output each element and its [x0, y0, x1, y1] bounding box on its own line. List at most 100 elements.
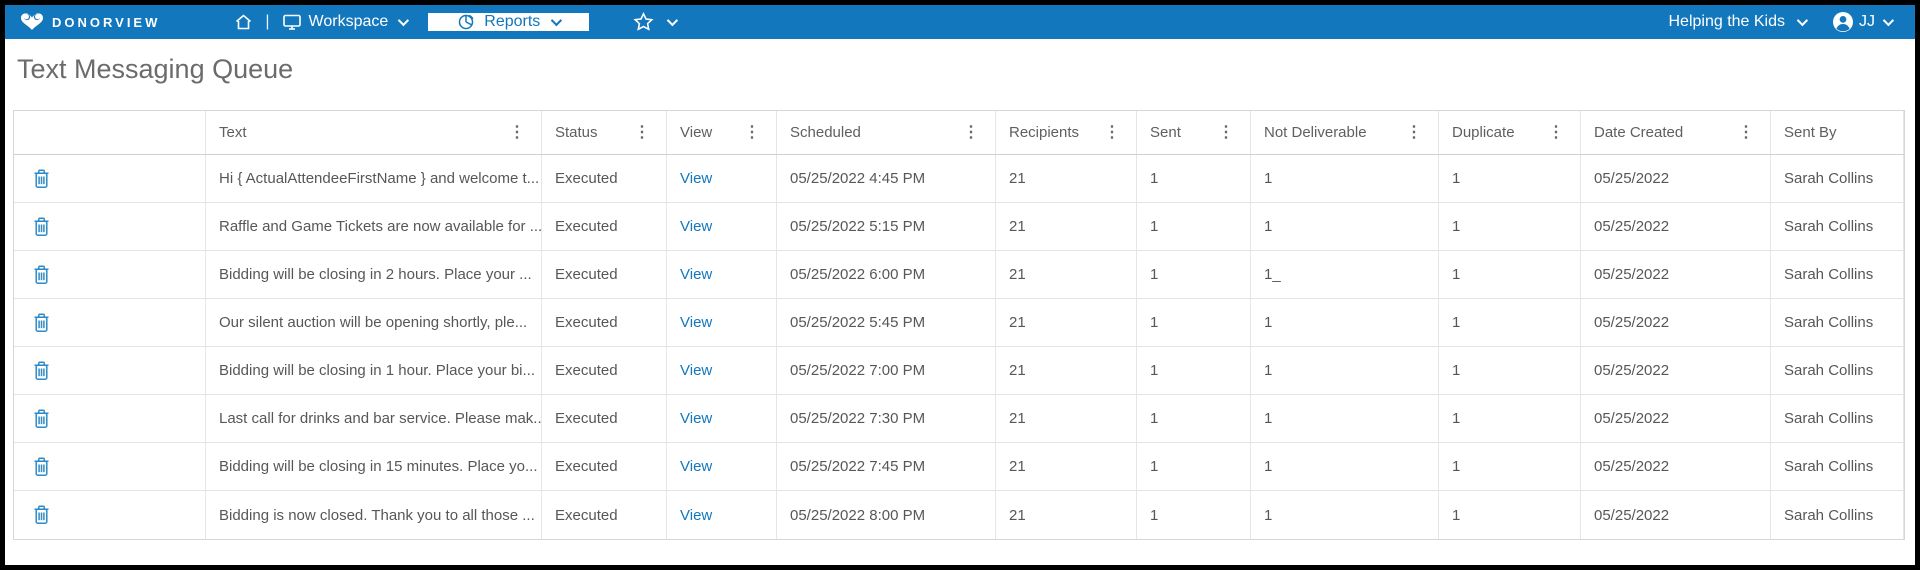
column-label: Recipients	[1009, 124, 1080, 141]
view-cell: View	[667, 443, 777, 490]
header-cell-sent-by[interactable]: Sent By	[1771, 111, 1904, 154]
view-cell: View	[667, 347, 777, 394]
table-row: Bidding will be closing in 1 hour. Place…	[14, 347, 1904, 395]
sent-cell: 1	[1137, 155, 1251, 202]
text-messaging-queue-table: Text ⋮ Status ⋮ View ⋮ Scheduled ⋮ Recip…	[13, 110, 1905, 540]
delete-row-button[interactable]	[33, 505, 50, 525]
delete-row-button[interactable]	[33, 217, 50, 237]
header-cell-scheduled[interactable]: Scheduled ⋮	[777, 111, 996, 154]
column-menu-icon[interactable]: ⋮	[1104, 123, 1120, 141]
chevron-down-icon	[398, 14, 410, 27]
header-cell-date-created[interactable]: Date Created ⋮	[1581, 111, 1771, 154]
header-cell-sent[interactable]: Sent ⋮	[1137, 111, 1251, 154]
star-icon[interactable]	[633, 12, 654, 32]
column-menu-icon[interactable]: ⋮	[963, 123, 979, 141]
view-link[interactable]: View	[680, 218, 713, 235]
status-cell: Executed	[542, 443, 667, 490]
column-menu-icon[interactable]: ⋮	[744, 123, 760, 141]
delete-row-button[interactable]	[33, 313, 50, 333]
header-cell-not-deliverable[interactable]: Not Deliverable ⋮	[1251, 111, 1439, 154]
organization-menu[interactable]: Helping the Kids	[1668, 13, 1809, 31]
status-cell: Executed	[542, 155, 667, 202]
workspace-menu[interactable]: Workspace	[282, 13, 410, 31]
donorview-brand[interactable]: DONORVIEW	[5, 12, 178, 32]
status-cell: Executed	[542, 395, 667, 442]
row-actions-cell	[14, 155, 206, 202]
sent-cell: 1	[1137, 443, 1251, 490]
view-link[interactable]: View	[680, 410, 713, 427]
header-cell-actions	[14, 111, 206, 154]
scheduled-cell: 05/25/2022 7:45 PM	[777, 443, 996, 490]
text-cell: Hi { ActualAttendeeFirstName } and welco…	[206, 155, 542, 202]
status-cell: Executed	[542, 203, 667, 250]
status-cell: Executed	[542, 251, 667, 298]
row-actions-cell	[14, 491, 206, 539]
organization-label: Helping the Kids	[1668, 13, 1785, 30]
row-actions-cell	[14, 251, 206, 298]
header-cell-text[interactable]: Text ⋮	[206, 111, 542, 154]
user-menu[interactable]: JJ	[1832, 11, 1895, 33]
delete-row-button[interactable]	[33, 409, 50, 429]
view-link[interactable]: View	[680, 458, 713, 475]
scheduled-cell: 05/25/2022 7:00 PM	[777, 347, 996, 394]
table-row: Bidding is now closed. Thank you to all …	[14, 491, 1904, 539]
row-actions-cell	[14, 443, 206, 490]
date-created-cell: 05/25/2022	[1581, 443, 1771, 490]
text-cell: Bidding will be closing in 1 hour. Place…	[206, 347, 542, 394]
delete-row-button[interactable]	[33, 169, 50, 189]
date-created-cell: 05/25/2022	[1581, 299, 1771, 346]
workspace-label: Workspace	[308, 13, 389, 30]
home-icon[interactable]	[234, 13, 253, 31]
view-link[interactable]: View	[680, 266, 713, 283]
header-cell-status[interactable]: Status ⋮	[542, 111, 667, 154]
view-cell: View	[667, 251, 777, 298]
chevron-down-icon[interactable]	[667, 14, 679, 27]
table-row: Last call for drinks and bar service. Pl…	[14, 395, 1904, 443]
column-label: Status	[555, 124, 598, 141]
duplicate-cell: 1	[1439, 491, 1581, 539]
column-menu-icon[interactable]: ⋮	[1218, 123, 1234, 141]
column-label: Duplicate	[1452, 124, 1515, 141]
view-link[interactable]: View	[680, 314, 713, 331]
scheduled-cell: 05/25/2022 4:45 PM	[777, 155, 996, 202]
user-initials: JJ	[1859, 13, 1875, 30]
delete-row-button[interactable]	[33, 265, 50, 285]
donorview-logo-icon	[19, 12, 45, 32]
tab-reports[interactable]: Reports	[428, 13, 590, 31]
scheduled-cell: 05/25/2022 6:00 PM	[777, 251, 996, 298]
sent-cell: 1	[1137, 347, 1251, 394]
not-deliverable-cell: 1	[1251, 443, 1439, 490]
view-link[interactable]: View	[680, 170, 713, 187]
date-created-cell: 05/25/2022	[1581, 395, 1771, 442]
duplicate-cell: 1	[1439, 155, 1581, 202]
text-cell: Raffle and Game Tickets are now availabl…	[206, 203, 542, 250]
delete-row-button[interactable]	[33, 457, 50, 477]
recipients-cell: 21	[996, 491, 1137, 539]
reports-label: Reports	[484, 13, 541, 30]
column-menu-icon[interactable]: ⋮	[1548, 123, 1564, 141]
header-cell-recipients[interactable]: Recipients ⋮	[996, 111, 1137, 154]
column-menu-icon[interactable]: ⋮	[634, 123, 650, 141]
date-created-cell: 05/25/2022	[1581, 251, 1771, 298]
recipients-cell: 21	[996, 299, 1137, 346]
sent-by-cell: Sarah Collins	[1771, 443, 1904, 490]
view-link[interactable]: View	[680, 506, 713, 524]
table-row: Raffle and Game Tickets are now availabl…	[14, 203, 1904, 251]
status-cell: Executed	[542, 299, 667, 346]
pie-chart-icon	[458, 13, 476, 31]
scheduled-cell: 05/25/2022 5:15 PM	[777, 203, 996, 250]
column-menu-icon[interactable]: ⋮	[1738, 123, 1754, 141]
column-menu-icon[interactable]: ⋮	[1406, 123, 1422, 141]
delete-row-button[interactable]	[33, 361, 50, 381]
not-deliverable-cell: 1	[1251, 347, 1439, 394]
view-link[interactable]: View	[680, 362, 713, 379]
row-actions-cell	[14, 203, 206, 250]
header-cell-duplicate[interactable]: Duplicate ⋮	[1439, 111, 1581, 154]
column-label: Scheduled	[790, 124, 861, 141]
sent-by-cell: Sarah Collins	[1771, 251, 1904, 298]
column-menu-icon[interactable]: ⋮	[509, 123, 525, 141]
view-cell: View	[667, 155, 777, 202]
top-nav: DONORVIEW | Wor	[5, 5, 1915, 39]
header-cell-view[interactable]: View ⋮	[667, 111, 777, 154]
